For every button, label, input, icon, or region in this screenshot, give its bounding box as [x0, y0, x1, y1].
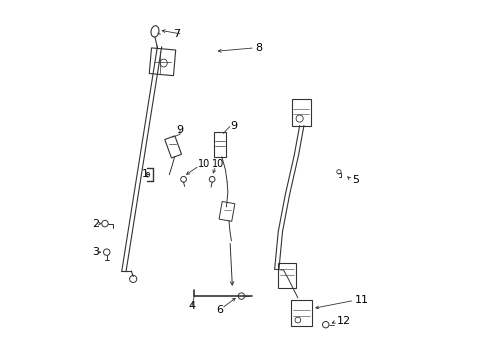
Bar	[165, 136, 181, 158]
Text: 3: 3	[92, 247, 99, 257]
Bar	[214, 132, 226, 157]
Text: 9: 9	[176, 125, 184, 135]
Text: 6: 6	[217, 305, 223, 315]
Bar	[292, 99, 311, 126]
Text: 4: 4	[189, 301, 196, 311]
Text: 10: 10	[212, 158, 224, 168]
Bar	[219, 202, 235, 221]
Text: 2: 2	[92, 219, 99, 229]
Text: 11: 11	[355, 295, 369, 305]
Text: 10: 10	[198, 158, 210, 168]
Bar	[278, 263, 296, 288]
Text: 5: 5	[352, 175, 359, 185]
Text: 9: 9	[231, 121, 238, 131]
Text: 1: 1	[142, 169, 148, 179]
Text: 8: 8	[256, 43, 263, 53]
Text: 12: 12	[337, 316, 351, 326]
Text: 7: 7	[173, 29, 181, 39]
Bar	[291, 300, 312, 327]
Bar	[149, 48, 176, 76]
